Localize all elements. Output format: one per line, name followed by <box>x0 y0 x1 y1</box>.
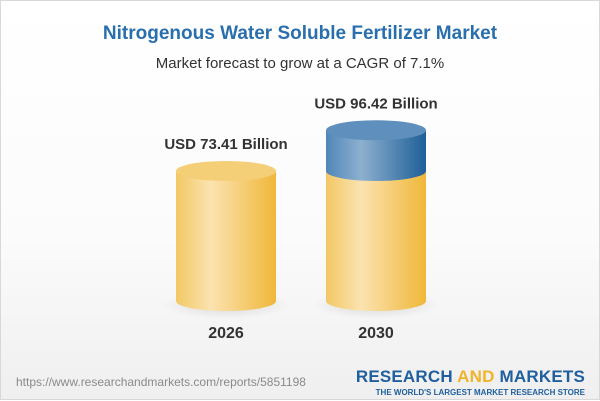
source-url[interactable]: https://www.researchandmarkets.com/repor… <box>16 375 306 389</box>
data-label: USD 96.42 Billion <box>314 95 437 112</box>
cylinder-body-2026 <box>176 171 276 311</box>
logo-word-and: AND <box>457 367 495 386</box>
cylinder-top-2030 <box>326 120 426 141</box>
chart-title: Nitrogenous Water Soluble Fertilizer Mar… <box>102 23 498 44</box>
category-label: 2026 <box>208 325 244 342</box>
logo-tagline: THE WORLD'S LARGEST MARKET RESEARCH STOR… <box>375 388 585 397</box>
logo-word-markets: MARKETS <box>499 367 585 386</box>
logo-word-research: RESEARCH <box>355 367 453 386</box>
cylinder-body-2030 <box>326 171 426 311</box>
cylinder-growth-2030 <box>326 130 426 181</box>
chart-subtitle: Market forecast to grow at a CAGR of 7.1… <box>155 55 445 72</box>
research-and-markets-logo: RESEARCH AND MARKETS THE WORLD'S LARGEST… <box>356 367 585 397</box>
cylinder-top-2026 <box>176 161 276 181</box>
data-label: USD 73.41 Billion <box>164 136 287 153</box>
category-label: 2030 <box>358 325 394 342</box>
